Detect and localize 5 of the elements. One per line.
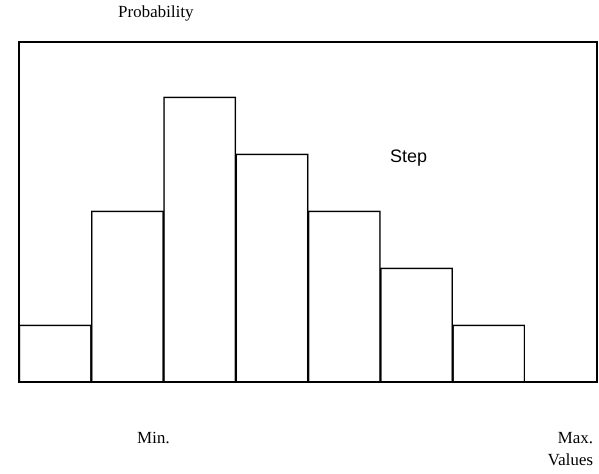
text: Max. [558, 428, 593, 448]
text: Min. [137, 428, 170, 448]
annotation: Step [390, 146, 428, 167]
x-axis-title: Values [548, 450, 593, 470]
y-axis-title: Probability [118, 2, 194, 22]
